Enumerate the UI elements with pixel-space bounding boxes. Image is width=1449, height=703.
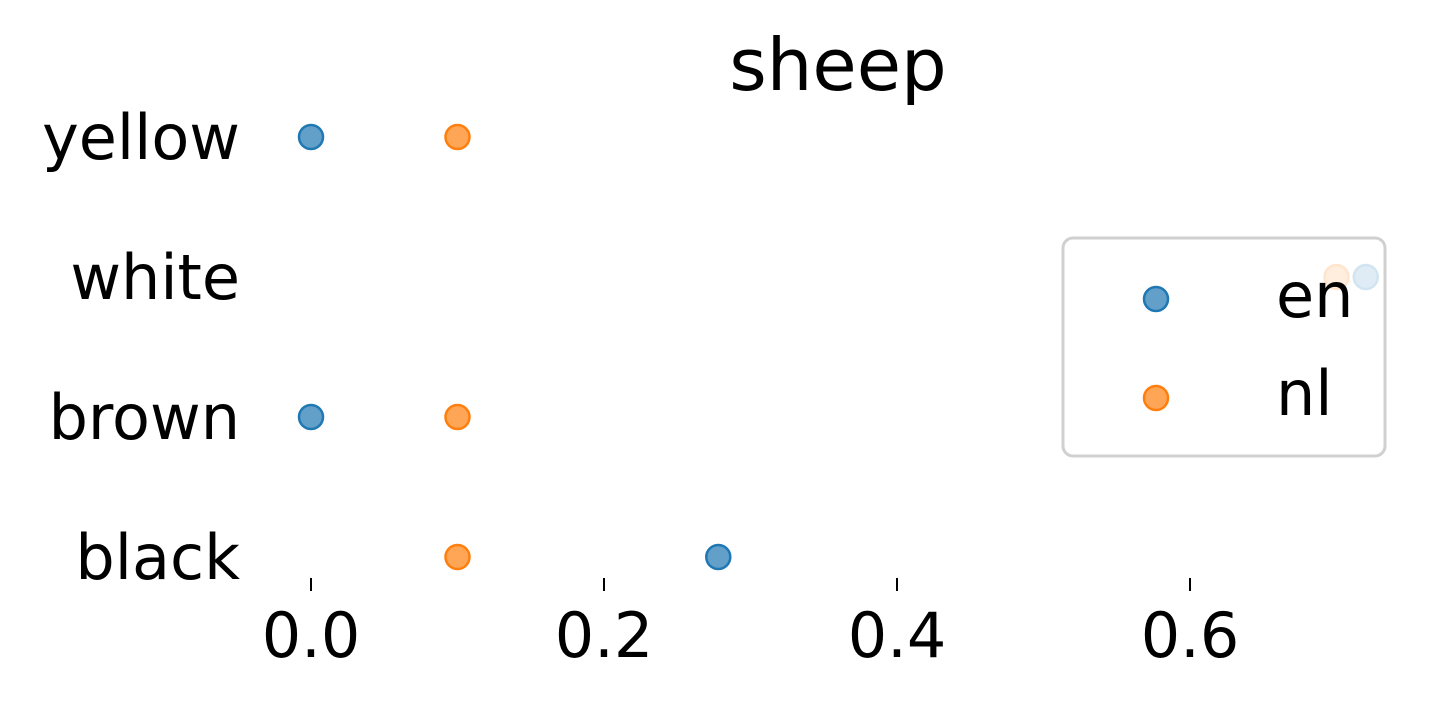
x-tick-label: 0.0 (262, 599, 361, 672)
x-tick-label: 0.4 (848, 599, 947, 672)
point-en-brown (297, 403, 325, 431)
legend-marker-en (1142, 285, 1170, 313)
legend-label-nl: nl (1276, 357, 1333, 430)
x-tick-label: 0.2 (555, 599, 654, 672)
x-axis: 0.0 0.2 0.4 0.6 (262, 578, 1240, 672)
y-axis: yellow white brown black (42, 101, 240, 594)
y-tick-label-yellow: yellow (42, 101, 240, 174)
plot-area (297, 123, 1380, 571)
legend: en nl (1061, 236, 1387, 458)
y-tick-label-white: white (70, 241, 240, 314)
legend-marker-nl (1142, 384, 1170, 412)
point-en-black (705, 543, 732, 571)
y-tick-label-black: black (75, 521, 240, 594)
point-en-yellow (297, 123, 325, 151)
point-nl-black (444, 543, 471, 571)
point-nl-yellow (444, 123, 471, 151)
chart-title: sheep (729, 23, 946, 107)
y-tick-label-brown: brown (49, 381, 240, 454)
point-nl-brown (444, 403, 471, 431)
legend-label-en: en (1276, 259, 1353, 332)
x-tick-label: 0.6 (1141, 599, 1240, 672)
